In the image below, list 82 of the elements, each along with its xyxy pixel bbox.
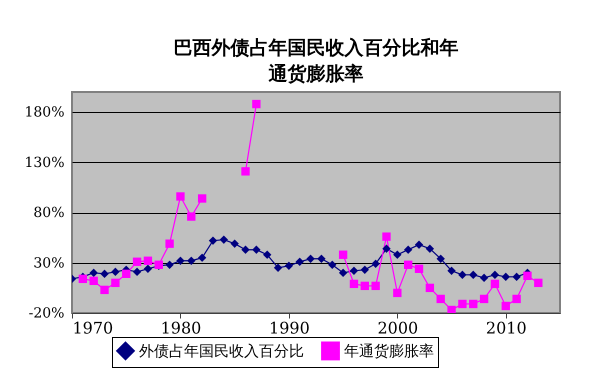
point: [274, 264, 282, 272]
point: [371, 260, 380, 268]
point: [458, 270, 467, 280]
y-tick-label: -20%: [28, 306, 64, 322]
point: [414, 240, 424, 249]
point: [132, 268, 142, 276]
point: [165, 260, 174, 269]
point: [241, 246, 250, 254]
point: [90, 268, 98, 277]
point: [111, 268, 120, 276]
point: [469, 300, 478, 308]
y-tick-label: 180%: [24, 104, 64, 121]
point: [480, 274, 488, 282]
point: [100, 286, 109, 294]
y-tick-label: 130%: [24, 154, 64, 171]
point: [512, 294, 521, 304]
point: [350, 280, 358, 288]
point: [502, 302, 510, 310]
legend-label: 外债占年国民收入百分比: [139, 342, 304, 360]
point: [534, 278, 542, 288]
point: [263, 250, 272, 259]
point: [393, 250, 402, 259]
point: [426, 284, 434, 292]
point: [436, 294, 445, 304]
x-tick-label: 1980: [160, 318, 202, 338]
point: [360, 282, 369, 290]
point: [382, 232, 391, 241]
point: [241, 167, 250, 176]
point: [187, 256, 196, 265]
x-tick-label: 1990: [269, 318, 310, 338]
point: [187, 212, 196, 221]
point: [317, 254, 326, 263]
point: [350, 266, 358, 275]
point: [220, 235, 228, 244]
point: [404, 246, 412, 254]
point: [296, 258, 304, 266]
point: [490, 270, 500, 280]
point: [338, 250, 348, 259]
point: [426, 244, 434, 253]
point: [382, 244, 391, 253]
point: [512, 272, 521, 282]
point: [122, 270, 130, 278]
point: [252, 246, 261, 254]
point: [165, 240, 174, 248]
point: [523, 272, 532, 280]
x-tick-label: 2000: [377, 318, 418, 338]
point: [469, 270, 478, 280]
point: [230, 240, 239, 248]
y-tick-label: 30%: [33, 255, 64, 272]
point: [284, 262, 294, 270]
chart-title: 巴西外债占年国民收入百分比和年通货膨胀率: [174, 37, 458, 85]
point: [328, 260, 336, 269]
x-tick-label: 1970: [72, 318, 114, 338]
point: [90, 276, 98, 286]
point: [100, 270, 109, 278]
point: [447, 306, 456, 313]
point: [338, 268, 348, 277]
point: [480, 294, 488, 304]
point: [176, 256, 185, 265]
point: [447, 266, 456, 275]
point: [404, 260, 412, 269]
point: [176, 192, 185, 201]
point: [208, 236, 218, 245]
point: [198, 254, 206, 262]
point: [144, 256, 152, 265]
point: [502, 272, 510, 282]
point: [198, 194, 206, 203]
x-tick-label: 2010: [486, 318, 527, 338]
point: [490, 280, 500, 288]
point: [436, 254, 445, 263]
point: [252, 100, 261, 108]
point: [111, 278, 120, 288]
point: [393, 288, 402, 298]
point: [414, 264, 424, 273]
point: [144, 264, 152, 273]
legend-label: 年通货膨胀率: [344, 342, 434, 360]
point: [458, 300, 467, 308]
point: [360, 266, 369, 274]
y-tick-label: 80%: [33, 205, 64, 222]
point: [132, 258, 142, 266]
point: [306, 254, 315, 263]
point: [371, 282, 380, 290]
